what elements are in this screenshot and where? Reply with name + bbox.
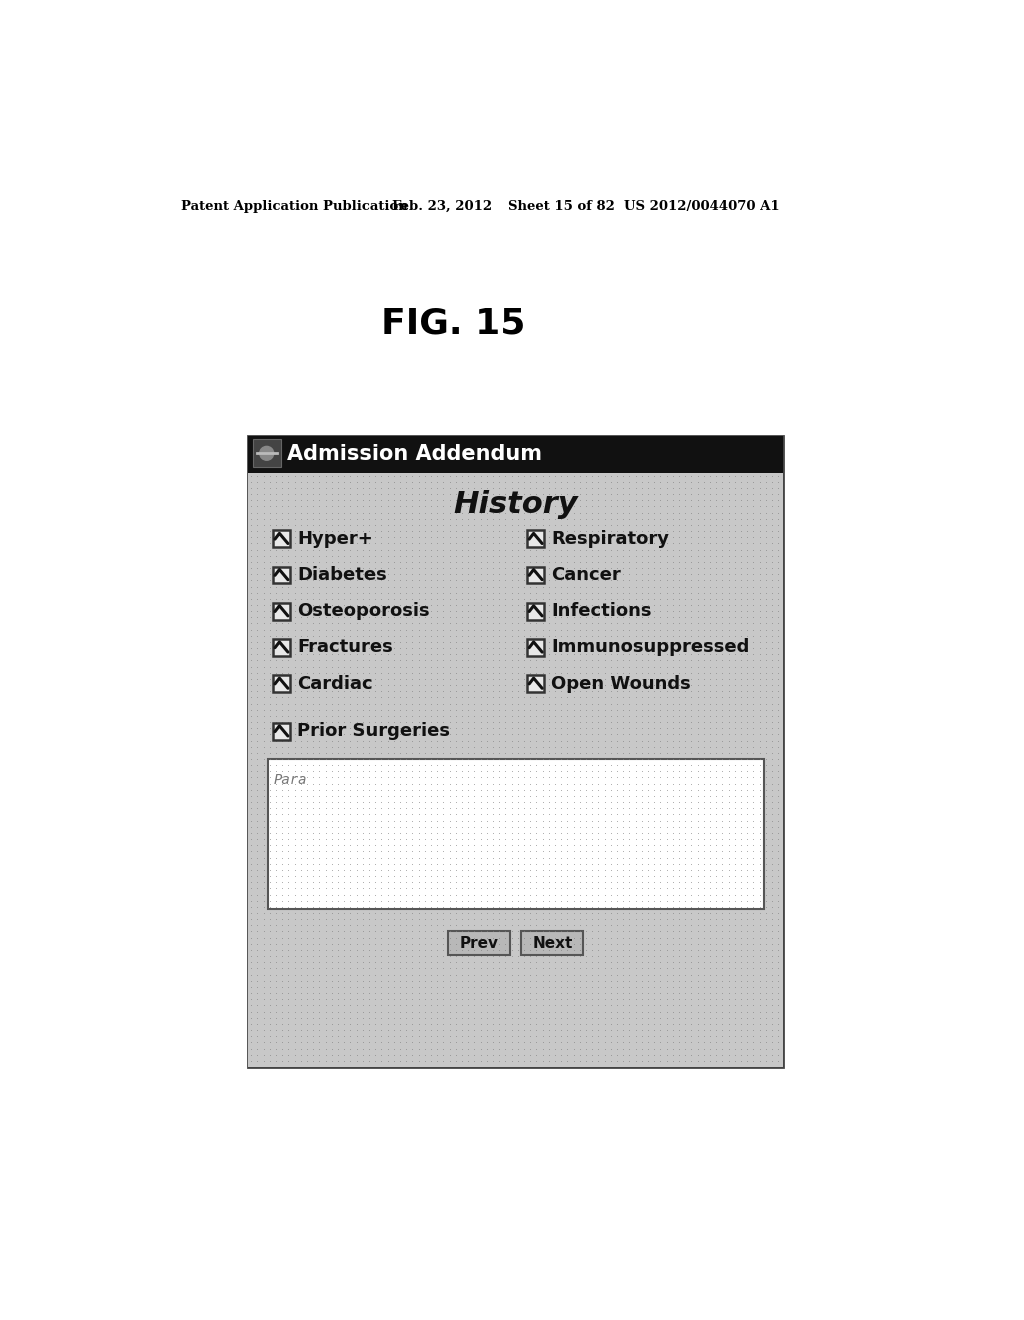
Bar	[527, 675, 544, 692]
Text: History: History	[454, 491, 578, 519]
Bar	[273, 639, 290, 656]
Text: Fractures: Fractures	[297, 639, 392, 656]
Bar	[248, 436, 783, 1067]
Bar	[248, 436, 783, 1067]
Circle shape	[260, 446, 273, 461]
Bar	[273, 531, 290, 548]
Text: Admission Addendum: Admission Addendum	[287, 444, 542, 465]
Text: Para: Para	[273, 774, 307, 787]
Text: Osteoporosis: Osteoporosis	[297, 602, 430, 620]
Text: Next: Next	[532, 936, 572, 950]
Text: Diabetes: Diabetes	[297, 566, 387, 583]
Text: Prior Surgeries: Prior Surgeries	[297, 722, 450, 741]
Bar	[273, 603, 290, 619]
Text: Patent Application Publication: Patent Application Publication	[180, 199, 408, 213]
Bar	[527, 566, 544, 583]
Bar	[248, 436, 783, 473]
Bar	[527, 531, 544, 548]
Text: Immunosuppressed: Immunosuppressed	[551, 639, 750, 656]
Text: FIG. 15: FIG. 15	[381, 308, 525, 341]
Text: Cardiac: Cardiac	[297, 675, 373, 693]
Bar	[267, 759, 764, 909]
Bar	[273, 723, 290, 739]
Text: Respiratory: Respiratory	[551, 529, 669, 548]
Bar	[253, 440, 281, 467]
Text: Open Wounds: Open Wounds	[551, 675, 691, 693]
Text: Hyper+: Hyper+	[297, 529, 373, 548]
Text: Cancer: Cancer	[551, 566, 621, 583]
Text: Sheet 15 of 82: Sheet 15 of 82	[508, 199, 614, 213]
Bar	[273, 566, 290, 583]
Text: Feb. 23, 2012: Feb. 23, 2012	[391, 199, 492, 213]
Bar	[521, 931, 584, 956]
Bar	[527, 639, 544, 656]
Bar	[527, 603, 544, 619]
Text: Prev: Prev	[459, 936, 499, 950]
Text: US 2012/0044070 A1: US 2012/0044070 A1	[624, 199, 779, 213]
Bar	[273, 675, 290, 692]
Text: Infections: Infections	[551, 602, 651, 620]
Bar	[447, 931, 510, 956]
